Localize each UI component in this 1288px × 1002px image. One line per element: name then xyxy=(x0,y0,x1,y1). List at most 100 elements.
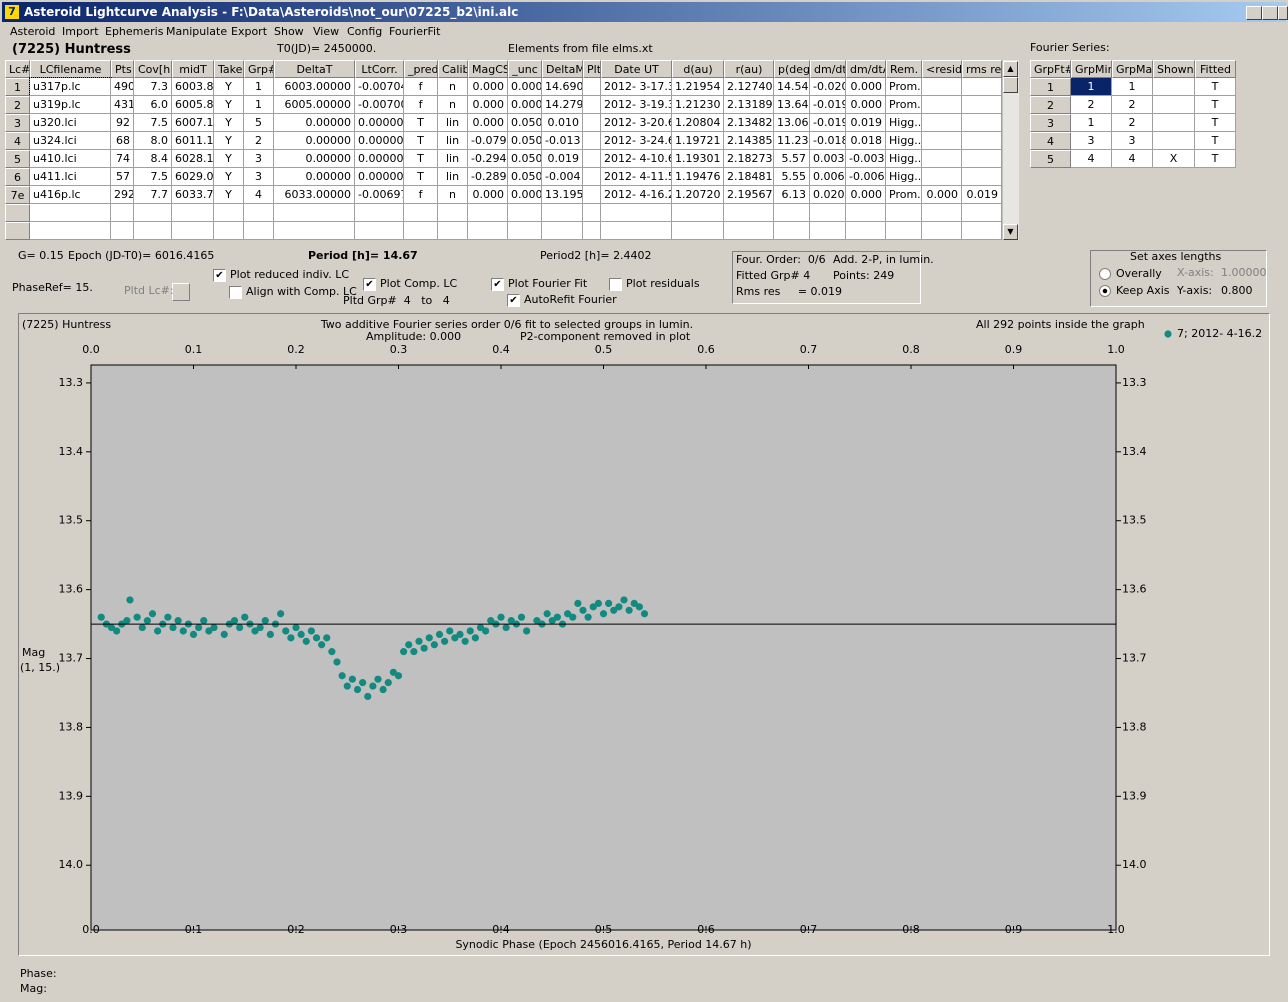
table-cell[interactable]: f xyxy=(404,78,438,96)
checkbox-label[interactable]: AutoRefit Fourier xyxy=(524,293,617,306)
table-cell[interactable]: 6003.8 xyxy=(172,78,214,96)
table-cell[interactable]: 4 xyxy=(1071,150,1112,168)
table-cell[interactable]: lin xyxy=(438,150,468,168)
table-cell[interactable] xyxy=(962,204,1002,222)
table-cell[interactable] xyxy=(583,78,601,96)
table-cell[interactable]: Higg... xyxy=(886,168,922,186)
table-cell[interactable]: 0.003 xyxy=(810,150,846,168)
row-header[interactable]: 3 xyxy=(1030,114,1071,132)
table-cell[interactable]: 2012- 3-17.3 xyxy=(601,78,672,96)
table-cell[interactable]: -0.019 xyxy=(810,114,846,132)
table-cell[interactable] xyxy=(583,168,601,186)
table-cell[interactable]: 8.4 xyxy=(134,150,172,168)
row-header[interactable]: 1 xyxy=(5,78,30,96)
table-cell[interactable] xyxy=(438,222,468,240)
column-header[interactable]: MagCS xyxy=(468,60,508,78)
column-header[interactable]: Fitted xyxy=(1195,60,1236,78)
row-header[interactable]: 2 xyxy=(1030,96,1071,114)
table-cell[interactable]: 0.00000 xyxy=(355,114,404,132)
table-cell[interactable]: -0.019 xyxy=(810,96,846,114)
table-cell[interactable]: T xyxy=(1195,114,1236,132)
table-cell[interactable] xyxy=(1153,96,1195,114)
table-cell[interactable]: -0.013 xyxy=(542,132,583,150)
table-cell[interactable] xyxy=(962,168,1002,186)
table-cell[interactable] xyxy=(355,222,404,240)
table-cell[interactable] xyxy=(724,204,774,222)
row-header[interactable]: 4 xyxy=(1030,132,1071,150)
column-header[interactable]: <resid> xyxy=(922,60,962,78)
table-cell[interactable]: -0.018 xyxy=(810,132,846,150)
table-cell[interactable] xyxy=(468,204,508,222)
table-cell[interactable]: 6.13 xyxy=(774,186,810,204)
table-cell[interactable]: Y xyxy=(214,114,244,132)
table-cell[interactable]: 431 xyxy=(111,96,134,114)
menu-item[interactable]: Ephemeris xyxy=(105,25,164,38)
column-header[interactable]: r(au) xyxy=(724,60,774,78)
table-cell[interactable] xyxy=(774,204,810,222)
table-cell[interactable]: 2012- 4-11.5 xyxy=(601,168,672,186)
table-cell[interactable] xyxy=(244,222,274,240)
table-cell[interactable]: 6033.7 xyxy=(172,186,214,204)
row-header[interactable] xyxy=(5,204,30,222)
table-cell[interactable] xyxy=(508,222,542,240)
table-cell[interactable] xyxy=(583,96,601,114)
table-cell[interactable]: 2.18481 xyxy=(724,168,774,186)
table-cell[interactable]: -0.079 xyxy=(468,132,508,150)
menu-item[interactable]: Config xyxy=(347,25,383,38)
table-cell[interactable] xyxy=(724,222,774,240)
column-header[interactable]: dm/dt xyxy=(810,60,846,78)
checkbox-label[interactable]: Plot residuals xyxy=(626,277,700,290)
table-cell[interactable]: 74 xyxy=(111,150,134,168)
column-header[interactable]: GrpMax xyxy=(1112,60,1153,78)
table-cell[interactable]: 2012- 3-19.3 xyxy=(601,96,672,114)
table-cell[interactable]: 0.050 xyxy=(508,114,542,132)
column-header[interactable]: Take xyxy=(214,60,244,78)
table-cell[interactable]: 1 xyxy=(1071,114,1112,132)
table-cell[interactable]: 13.64 xyxy=(774,96,810,114)
table-cell[interactable]: 0.00000 xyxy=(274,132,355,150)
table-cell[interactable]: lin xyxy=(438,132,468,150)
checkbox[interactable]: ✔ xyxy=(213,269,226,282)
table-cell[interactable]: 6003.00000 xyxy=(274,78,355,96)
scroll-down[interactable]: ▼ xyxy=(1003,224,1018,240)
table-cell[interactable]: 1.19476 xyxy=(672,168,724,186)
table-cell[interactable]: Y xyxy=(214,132,244,150)
table-cell[interactable]: 8.0 xyxy=(134,132,172,150)
table-cell[interactable] xyxy=(274,204,355,222)
table-cell[interactable] xyxy=(922,132,962,150)
table-cell[interactable] xyxy=(583,132,601,150)
table-cell[interactable]: n xyxy=(438,78,468,96)
table-cell[interactable] xyxy=(962,78,1002,96)
table-cell[interactable]: -0.006 xyxy=(846,168,886,186)
table-cell[interactable]: 11.23 xyxy=(774,132,810,150)
table-cell[interactable]: 3 xyxy=(1071,132,1112,150)
menu-item[interactable]: View xyxy=(313,25,340,38)
table-cell[interactable]: 1 xyxy=(1112,78,1153,96)
table-cell[interactable]: u411.lci xyxy=(30,168,111,186)
table-cell[interactable]: 2.13482 xyxy=(724,114,774,132)
column-header[interactable]: Plt xyxy=(583,60,601,78)
column-header[interactable]: _unc xyxy=(508,60,542,78)
table-cell[interactable] xyxy=(583,222,601,240)
column-header[interactable]: Lc# xyxy=(5,60,30,78)
table-cell[interactable] xyxy=(583,150,601,168)
table-cell[interactable] xyxy=(111,204,134,222)
table-cell[interactable]: 0.010 xyxy=(542,114,583,132)
table-cell[interactable]: 2.12740 xyxy=(724,78,774,96)
menu-item[interactable]: Import xyxy=(62,25,99,38)
table-cell[interactable]: u410.lci xyxy=(30,150,111,168)
table-cell[interactable]: n xyxy=(438,96,468,114)
table-cell[interactable]: T xyxy=(404,114,438,132)
table-cell[interactable]: Y xyxy=(214,150,244,168)
radio-button[interactable] xyxy=(1099,285,1111,297)
table-cell[interactable]: Prom... xyxy=(886,186,922,204)
column-header[interactable]: dm/dtA xyxy=(846,60,886,78)
table-cell[interactable]: T xyxy=(1195,78,1236,96)
row-header[interactable]: 5 xyxy=(5,150,30,168)
table-cell[interactable]: X xyxy=(1153,150,1195,168)
menu-item[interactable]: Show xyxy=(274,25,304,38)
table-cell[interactable]: 2 xyxy=(1112,114,1153,132)
table-cell[interactable] xyxy=(922,78,962,96)
table-cell[interactable]: 7.7 xyxy=(134,186,172,204)
table-cell[interactable]: 6005.00000 xyxy=(274,96,355,114)
